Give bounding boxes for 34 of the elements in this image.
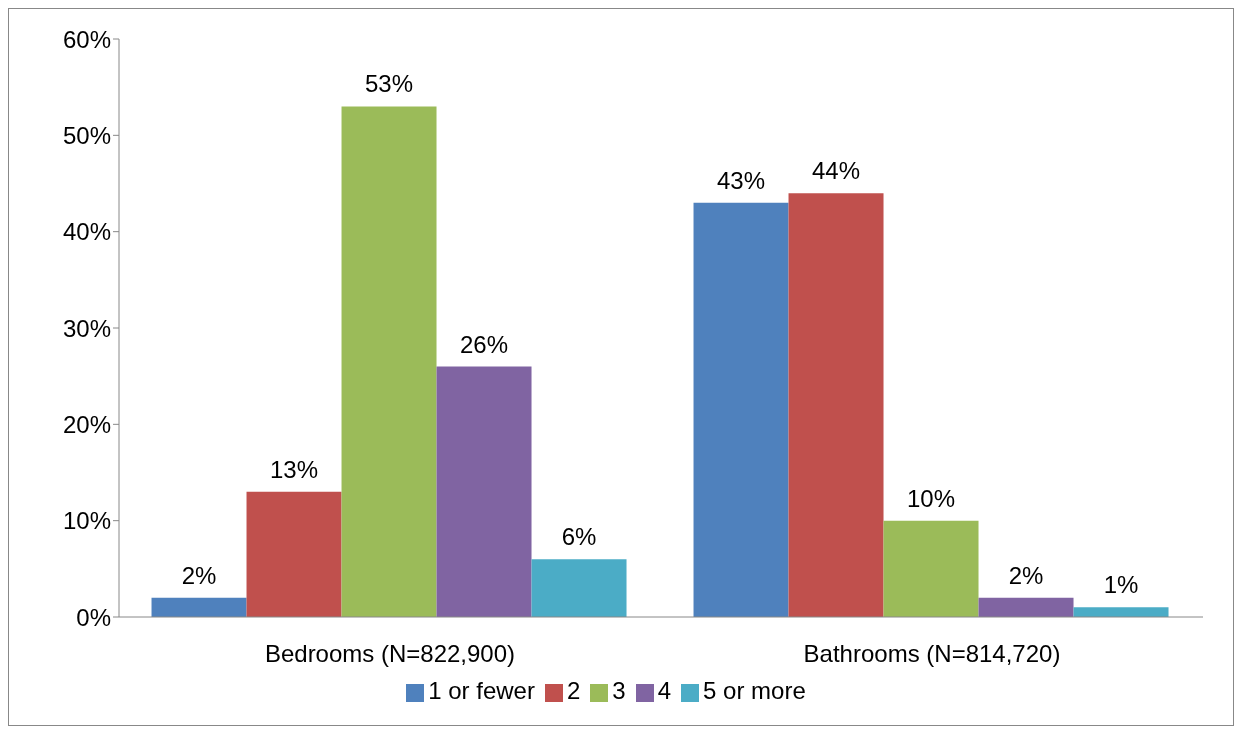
bar [883, 520, 979, 617]
y-tick-label: 40% [62, 218, 111, 246]
data-label: 53% [365, 70, 414, 98]
legend-label: 5 or more [703, 677, 806, 704]
x-tick-label: Bathrooms (N=814,720) [803, 640, 1061, 668]
data-label: 2% [1008, 561, 1044, 589]
data-label: 2% [181, 561, 217, 589]
data-label: 26% [460, 330, 509, 358]
data-label: 44% [812, 157, 861, 185]
data-label: 6% [561, 523, 597, 551]
y-tick-label: 20% [62, 410, 111, 438]
y-tick-label: 30% [62, 314, 111, 342]
data-label: 43% [717, 166, 766, 194]
bar [341, 106, 437, 617]
bar [246, 491, 342, 617]
bar [436, 366, 532, 617]
bar [788, 193, 884, 617]
bar [978, 597, 1074, 617]
legend-label: 4 [657, 677, 672, 704]
legend-label: 2 [566, 677, 581, 704]
data-label: 13% [270, 455, 319, 483]
bar [151, 597, 247, 617]
bar [531, 559, 627, 617]
x-tick-label: Bedrooms (N=822,900) [264, 640, 516, 668]
y-tick-label: 50% [62, 121, 111, 149]
bar [1073, 607, 1169, 617]
bar [693, 202, 789, 617]
legend-label: 1 or fewer [428, 677, 535, 704]
y-tick-label: 0% [76, 603, 111, 631]
data-label: 10% [907, 484, 956, 512]
legend-label: 3 [612, 677, 626, 704]
y-tick-label: 10% [62, 507, 111, 535]
data-label: 1% [1103, 571, 1139, 599]
y-tick-label: 60% [62, 25, 111, 53]
